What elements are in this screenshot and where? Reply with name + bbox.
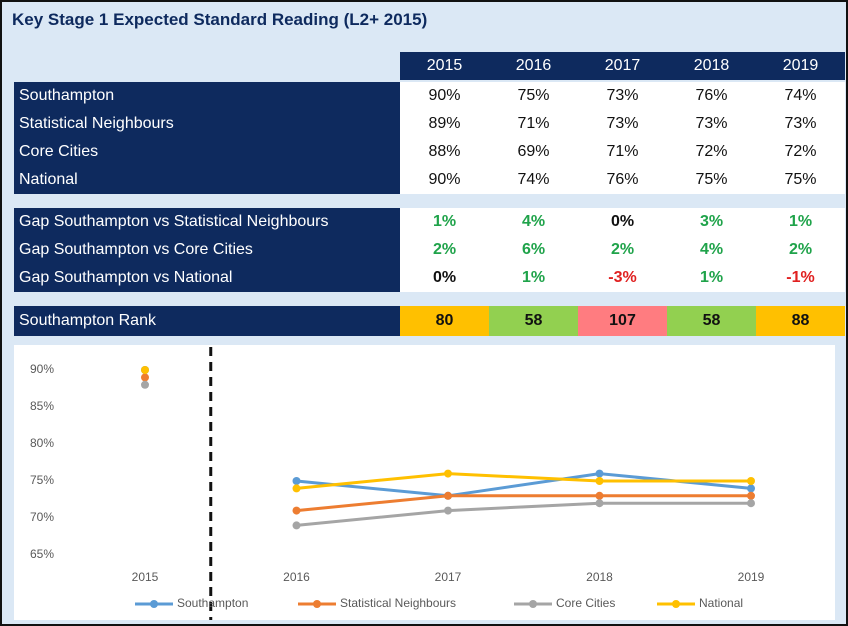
x-tick-label: 2018 — [586, 570, 613, 584]
value-cell: 72% — [667, 138, 756, 166]
value-cell: 76% — [578, 166, 667, 194]
series-line — [296, 494, 751, 513]
row-label: Core Cities — [14, 138, 400, 166]
point — [595, 499, 604, 508]
value-cell: 71% — [578, 138, 667, 166]
y-tick-label: 85% — [30, 399, 54, 413]
gap-label: Gap Southampton vs Statistical Neighbour… — [14, 208, 400, 236]
point — [747, 499, 755, 508]
title: Key Stage 1 Expected Standard Reading (L… — [12, 10, 428, 29]
y-tick-label: 80% — [30, 436, 54, 450]
gap-cell: 1% — [667, 264, 756, 292]
point — [292, 477, 301, 485]
legend-marker — [313, 600, 321, 608]
rank-cell: 88 — [756, 306, 845, 336]
gap-cell: -3% — [578, 264, 667, 292]
legend-label: Statistical Neighbours — [340, 596, 456, 610]
point — [292, 484, 301, 493]
value-cell: 74% — [756, 82, 845, 110]
series-line — [296, 501, 751, 527]
value-cell: 73% — [667, 110, 756, 138]
x-tick-label: 2019 — [738, 570, 765, 584]
gap-cell: 1% — [489, 264, 578, 292]
series-line — [296, 472, 751, 490]
x-tick-label: 2017 — [435, 570, 462, 584]
point — [747, 484, 755, 493]
legend-label: Core Cities — [556, 596, 615, 610]
point — [595, 469, 604, 478]
gap-cell: 3% — [667, 208, 756, 236]
value-cell: 73% — [578, 82, 667, 110]
rank-cell: 58 — [667, 306, 756, 336]
point — [444, 506, 452, 515]
year-header: 2015 — [400, 52, 489, 80]
y-tick-label: 70% — [30, 510, 54, 524]
legend-marker — [150, 600, 158, 608]
rank-cell: 58 — [489, 306, 578, 336]
legend-label: Southampton — [177, 596, 248, 610]
point — [141, 380, 149, 389]
gap-cell: 2% — [578, 236, 667, 264]
year-header: 2018 — [667, 52, 756, 80]
gap-cell: 0% — [578, 208, 667, 236]
value-cell: 90% — [400, 166, 489, 194]
value-cell: 88% — [400, 138, 489, 166]
legend-label: National — [699, 596, 743, 610]
gap-cell: -1% — [756, 264, 845, 292]
y-tick-label: 90% — [30, 362, 54, 376]
header-blank — [14, 52, 400, 80]
x-tick-label: 2015 — [132, 570, 159, 584]
point — [292, 521, 301, 530]
year-header: 2019 — [756, 52, 845, 80]
year-header: 2016 — [489, 52, 578, 80]
value-cell: 73% — [578, 110, 667, 138]
value-cell: 89% — [400, 110, 489, 138]
gap-cell: 2% — [400, 236, 489, 264]
year-header: 2017 — [578, 52, 667, 80]
value-cell: 75% — [756, 166, 845, 194]
gap-cell: 4% — [667, 236, 756, 264]
gap-cell: 1% — [400, 208, 489, 236]
point — [444, 469, 452, 478]
rank-label: Southampton Rank — [14, 306, 400, 336]
x-tick-label: 2016 — [283, 570, 310, 584]
legend-marker — [529, 600, 537, 608]
y-tick-label: 75% — [30, 473, 54, 487]
value-cell: 73% — [756, 110, 845, 138]
gap-cell: 0% — [400, 264, 489, 292]
value-cell: 69% — [489, 138, 578, 166]
value-cell: 76% — [667, 82, 756, 110]
legend-marker — [672, 600, 680, 608]
value-cell: 90% — [400, 82, 489, 110]
rank-cell: 80 — [400, 306, 489, 336]
gap-label: Gap Southampton vs Core Cities — [14, 236, 400, 264]
point — [595, 477, 604, 485]
value-cell: 72% — [756, 138, 845, 166]
point — [595, 491, 604, 500]
y-tick-label: 65% — [30, 547, 54, 561]
row-label: Southampton — [14, 82, 400, 110]
gap-cell: 1% — [756, 208, 845, 236]
gap-cell: 4% — [489, 208, 578, 236]
row-label: National — [14, 166, 400, 194]
point — [292, 506, 301, 515]
rank-cell: 107 — [578, 306, 667, 336]
value-cell: 75% — [667, 166, 756, 194]
row-label: Statistical Neighbours — [14, 110, 400, 138]
point — [141, 373, 149, 382]
point — [747, 491, 755, 500]
value-cell: 74% — [489, 166, 578, 194]
gap-cell: 2% — [756, 236, 845, 264]
gap-label: Gap Southampton vs National — [14, 264, 400, 292]
value-cell: 75% — [489, 82, 578, 110]
point — [444, 491, 452, 500]
point — [141, 366, 149, 374]
gap-cell: 6% — [489, 236, 578, 264]
point — [747, 477, 755, 485]
value-cell: 71% — [489, 110, 578, 138]
